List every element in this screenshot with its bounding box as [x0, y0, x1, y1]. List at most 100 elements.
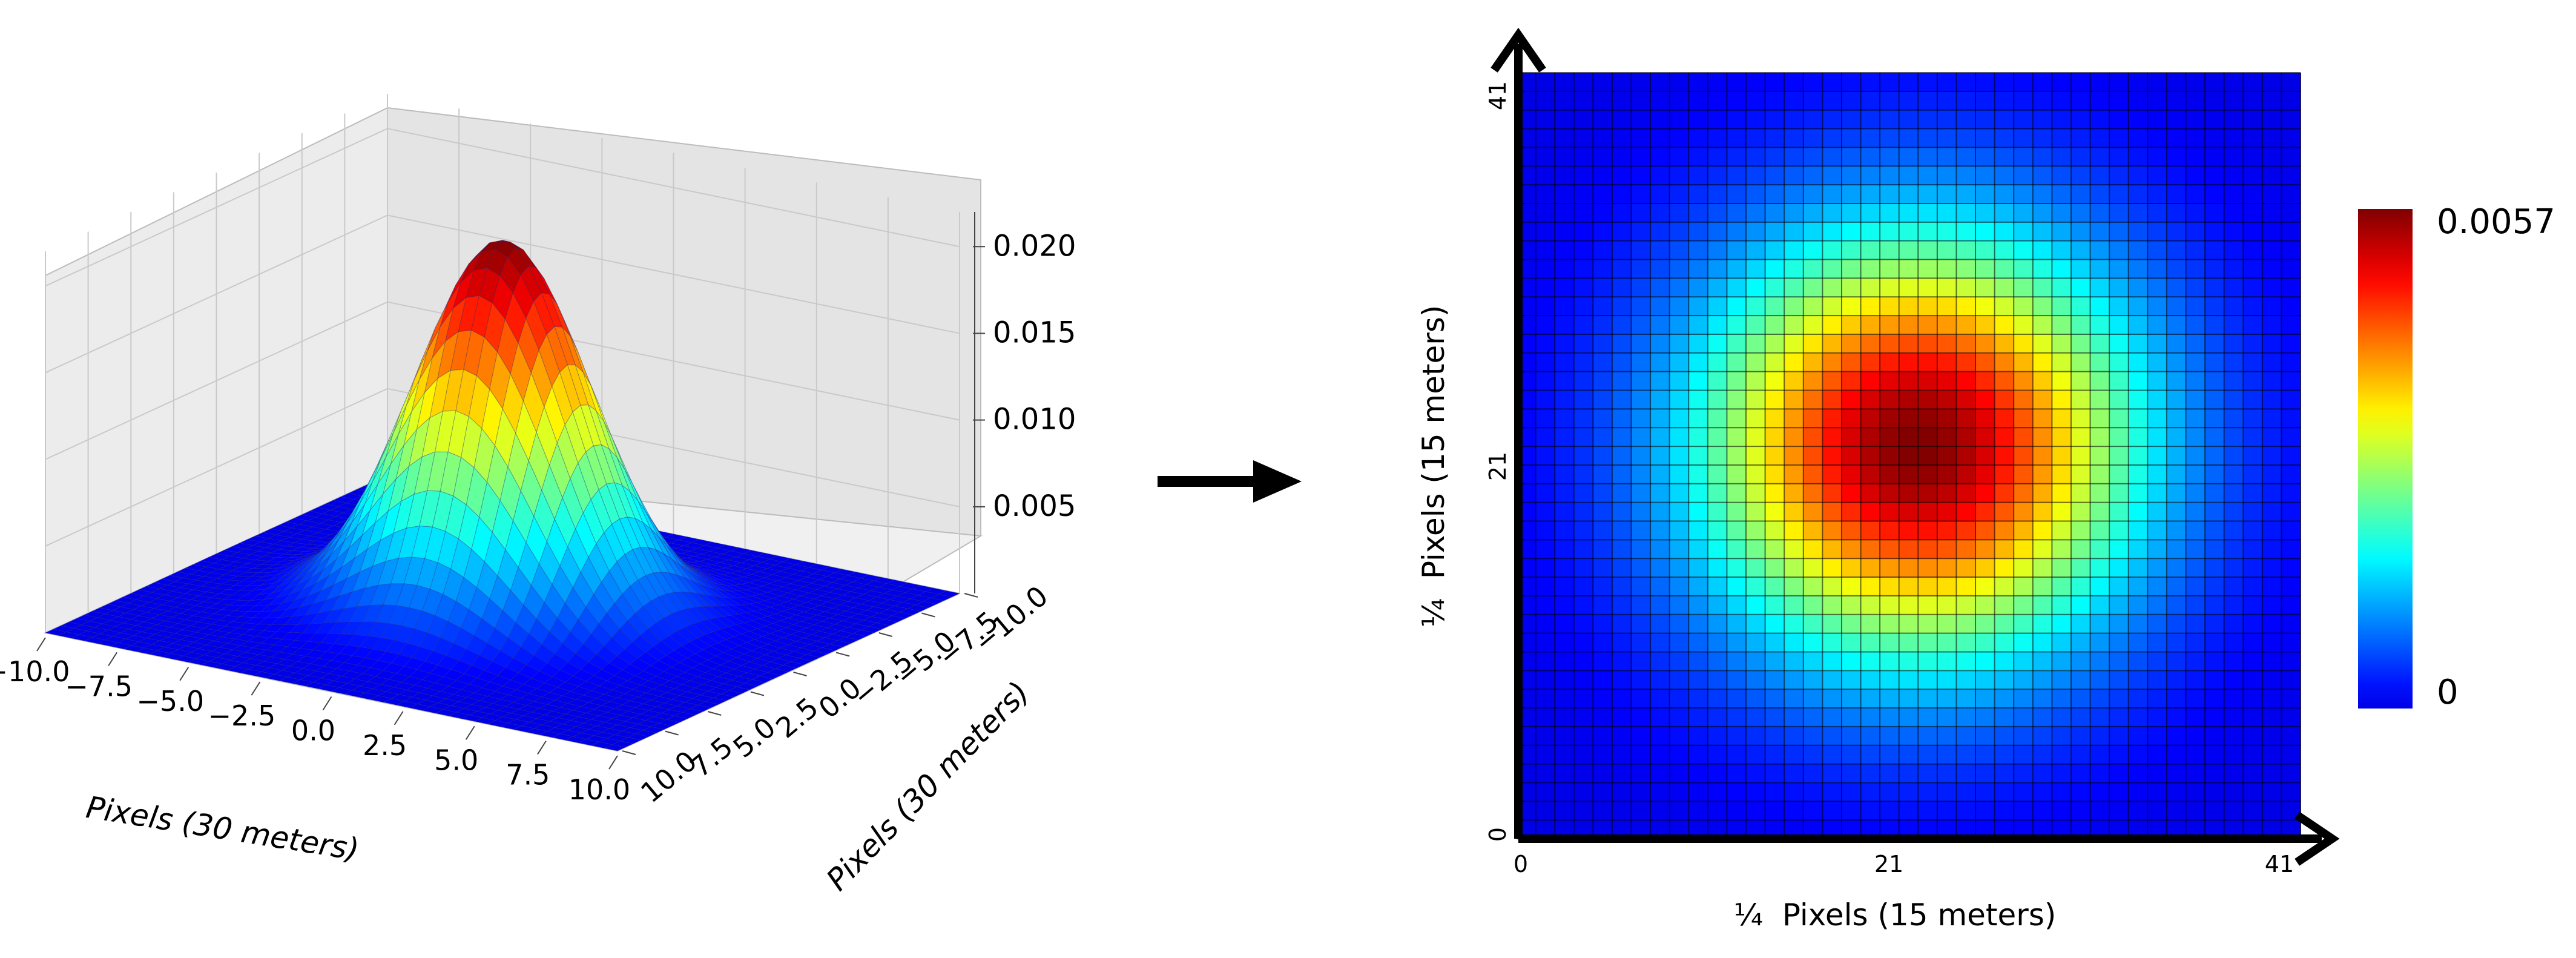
heatmap-cell: [1631, 315, 1651, 335]
heatmap-cell: [1880, 185, 1900, 204]
heatmap-cell: [2052, 540, 2072, 559]
heatmap-cell: [2281, 558, 2301, 578]
heatmap-cell: [2014, 540, 2034, 559]
heatmap-cell: [1918, 633, 1938, 653]
heatmap-cell: [1860, 652, 1880, 671]
heatmap-cell: [1899, 633, 1919, 653]
heatmap-cell: [1669, 203, 1689, 223]
heatmap-cell: [1994, 203, 2014, 223]
heatmap-cell: [1765, 652, 1785, 671]
heatmap-cell: [1803, 745, 1823, 765]
y-tick: [707, 711, 722, 716]
heatmap-cell: [2070, 502, 2091, 522]
heatmap-cell: [2032, 315, 2052, 335]
heatmap-cell: [1880, 689, 1900, 709]
heatmap-cell: [1612, 297, 1632, 316]
heatmap-cell: [2052, 222, 2072, 242]
heatmap-cell: [1975, 73, 1995, 92]
heatmap-cell: [2262, 428, 2282, 447]
heatmap-cell: [1937, 259, 1957, 279]
heatmap-cell: [2147, 185, 2167, 204]
heatmap-cell: [1841, 633, 1862, 653]
heatmap-cell: [1841, 670, 1862, 690]
heatmap-cell: [2166, 689, 2187, 709]
heatmap-cell: [1880, 352, 1900, 372]
heatmap-cell: [1822, 352, 1842, 372]
heatmap-cell: [2128, 352, 2148, 372]
heatmap-cell: [1860, 689, 1880, 709]
heatmap-cell: [2186, 73, 2205, 92]
heatmap-cell: [1650, 166, 1670, 185]
heatmap-cell: [1822, 483, 1842, 503]
x-tick-label: 0: [1514, 851, 1528, 877]
heatmap-cell: [1631, 745, 1651, 765]
heatmap-cell: [2014, 764, 2034, 784]
heatmap-cell: [2205, 352, 2225, 372]
heatmap-cell: [2205, 558, 2225, 578]
heatmap-cell: [2147, 483, 2167, 503]
heatmap-cell: [2147, 577, 2167, 596]
heatmap-cell: [1593, 652, 1613, 671]
heatmap-cell: [1784, 558, 1804, 578]
heatmap-cell: [1573, 521, 1593, 540]
heatmap-cell: [1937, 91, 1957, 111]
heatmap-cell: [2090, 240, 2110, 260]
heatmap-cell: [1975, 352, 1995, 372]
heatmap-cell: [1918, 745, 1938, 765]
heatmap-cell: [2166, 540, 2187, 559]
heatmap-cell: [1803, 185, 1823, 204]
heatmap-cell: [1688, 390, 1708, 409]
heatmap-cell: [2166, 352, 2187, 372]
heatmap-cell: [1593, 409, 1613, 428]
heatmap-cell: [2281, 110, 2301, 130]
heatmap-cell: [2147, 801, 2167, 821]
heatmap-cell: [1975, 745, 1995, 765]
heatmap-grid: [1516, 72, 2301, 839]
heatmap-cell: [1593, 352, 1613, 372]
heatmap-cell: [2032, 297, 2052, 316]
heatmap-cell: [2052, 334, 2072, 354]
heatmap-cell: [1746, 558, 1766, 578]
heatmap-cell: [1555, 446, 1575, 466]
heatmap-cell: [2052, 409, 2072, 428]
heatmap-cell: [1746, 521, 1766, 540]
heatmap-cell: [1650, 540, 1670, 559]
heatmap-cell: [1784, 278, 1804, 297]
x-tick: [322, 696, 332, 711]
heatmap-cell: [1841, 352, 1862, 372]
heatmap-cell: [1803, 726, 1823, 746]
heatmap-cell: [1727, 801, 1747, 821]
heatmap-cell: [1994, 558, 2014, 578]
heatmap-cell: [1765, 73, 1785, 92]
heatmap-cell: [2166, 390, 2187, 409]
heatmap-cell: [2205, 203, 2225, 223]
y-tick-label: 0: [1484, 827, 1511, 842]
heatmap-cell: [1707, 521, 1728, 540]
heatmap-cell: [1631, 614, 1651, 634]
heatmap-cell: [1669, 278, 1689, 297]
heatmap-cell: [1669, 764, 1689, 784]
heatmap-cell: [2186, 652, 2205, 671]
heatmap-cell: [1593, 614, 1613, 634]
heatmap-cell: [1746, 259, 1766, 279]
heatmap-cell: [1975, 128, 1995, 148]
heatmap-cell: [2070, 633, 2091, 653]
heatmap-cell: [1688, 502, 1708, 522]
heatmap-cell: [1650, 128, 1670, 148]
heatmap-cell: [1669, 540, 1689, 559]
heatmap-cell: [1555, 110, 1575, 130]
heatmap-cell: [1727, 540, 1747, 559]
heatmap-cell: [1669, 147, 1689, 167]
heatmap-cell: [1765, 147, 1785, 167]
heatmap-cell: [1631, 91, 1651, 111]
heatmap-cell: [1593, 110, 1613, 130]
heatmap-cell: [1669, 595, 1689, 615]
heatmap-cell: [2052, 166, 2072, 185]
heatmap-cell: [2109, 782, 2129, 802]
heatmap-cell: [1803, 595, 1823, 615]
heatmap-cell: [2032, 203, 2052, 223]
heatmap-cell: [2032, 502, 2052, 522]
heatmap-cell: [1860, 782, 1880, 802]
heatmap-cell: [2014, 708, 2034, 727]
heatmap-cell: [2032, 278, 2052, 297]
